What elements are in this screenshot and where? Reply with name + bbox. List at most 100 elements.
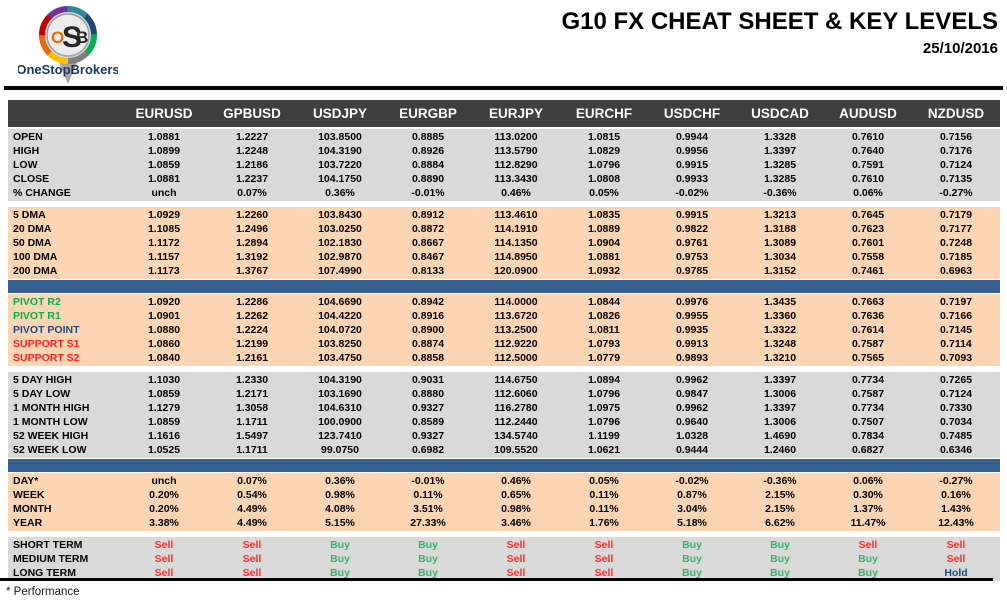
table-row-high: HIGH 1.0899 1.2248 104.3190 0.8926 113.5790 1.…	[8, 144, 1000, 158]
value-cell: 134.5740	[494, 430, 538, 442]
value-cell: 1.0525	[147, 444, 181, 456]
row-label: YEAR	[13, 517, 43, 529]
value-cell: 2.15%	[765, 489, 795, 501]
value-cell: 1.0859	[147, 159, 181, 171]
value-cell: 0.9915	[675, 209, 709, 221]
value-cell: 0.7565	[851, 352, 885, 364]
value-cell: 0.9847	[675, 388, 709, 400]
value-cell: 1.3435	[763, 296, 797, 308]
value-cell: 104.0720	[318, 324, 362, 336]
value-cell: unch	[151, 475, 177, 487]
value-cell: 1.3397	[763, 374, 797, 386]
value-cell: 0.8133	[411, 265, 445, 277]
value-cell: 1.0815	[587, 131, 621, 143]
value-cell: 1.0932	[587, 265, 621, 277]
value-cell: 0.7176	[939, 145, 973, 157]
value-cell: 120.0900	[494, 265, 538, 277]
signal-cell: Buy	[330, 553, 350, 565]
value-cell: 0.8890	[411, 173, 445, 185]
table-row-day-: DAY* unch 0.07% 0.36% -0.01% 0.46% 0.05% -0.02%…	[8, 474, 1000, 488]
value-cell: 1.0904	[587, 237, 621, 249]
value-cell: 0.9976	[675, 296, 709, 308]
value-cell: 0.6346	[939, 444, 973, 456]
pin-inner-circle	[46, 13, 90, 57]
value-cell: 2.15%	[765, 503, 795, 515]
row-label: 100 DMA	[13, 251, 58, 263]
signal-cell: Buy	[418, 553, 438, 565]
value-cell: 0.16%	[941, 489, 971, 501]
value-cell: 27.33%	[410, 517, 446, 529]
row-label: SUPPORT S2	[13, 352, 80, 364]
value-cell: 1.2330	[235, 374, 269, 386]
value-cell: 0.06%	[853, 187, 883, 199]
value-cell: 1.0880	[147, 324, 181, 336]
table-row-month: MONTH 0.20% 4.49% 4.08% 3.51% 0.98% 0.11% 3.04%…	[8, 502, 1000, 516]
value-cell: 113.6720	[494, 310, 538, 322]
value-cell: 1.3397	[763, 402, 797, 414]
value-cell: 0.65%	[501, 489, 531, 501]
column-header: USDCAD	[751, 106, 809, 121]
value-cell: -0.36%	[763, 475, 797, 487]
value-cell: 1.1616	[147, 430, 181, 442]
value-cell: 0.7185	[939, 251, 973, 263]
value-cell: 0.9933	[675, 173, 709, 185]
value-cell: 1.0829	[587, 145, 621, 157]
table-row-pivot-r1: PIVOT R1 1.0901 1.2262 104.4220 0.8916 113.67…	[8, 309, 1000, 323]
signal-cell: Buy	[418, 539, 438, 551]
value-cell: 1.2161	[235, 352, 269, 364]
row-label: MEDIUM TERM	[13, 553, 89, 565]
value-cell: 104.6310	[318, 402, 362, 414]
signal-cell: Buy	[682, 567, 702, 579]
value-cell: 1.1711	[236, 444, 268, 456]
value-cell: 0.8885	[411, 131, 445, 143]
value-cell: 1.0899	[147, 145, 181, 157]
value-cell: 4.08%	[325, 503, 355, 515]
value-cell: 0.9935	[675, 324, 709, 336]
table-row-pivot-r2: PIVOT R2 1.0920 1.2286 104.6690 0.8942 114.00…	[8, 295, 1000, 309]
value-cell: 0.98%	[325, 489, 355, 501]
value-cell: 3.46%	[501, 517, 531, 529]
row-label: 5 DAY LOW	[13, 388, 71, 400]
value-cell: 0.54%	[237, 489, 267, 501]
table-row-200-dma: 200 DMA 1.1173 1.3767 107.4990 0.8133 120.090…	[8, 264, 1000, 278]
value-cell: 4.49%	[237, 517, 267, 529]
value-cell: 1.3360	[763, 310, 797, 322]
value-cell: 1.2894	[235, 237, 269, 249]
value-cell: 114.1350	[494, 237, 538, 249]
onestopbrokers-logo: O S B OneStopBrokers	[16, 4, 120, 88]
value-cell: 1.1172	[148, 237, 180, 249]
value-cell: 0.7485	[939, 430, 973, 442]
value-cell: 1.2237	[235, 173, 269, 185]
value-cell: 112.6060	[494, 388, 538, 400]
value-cell: 1.0859	[147, 388, 181, 400]
row-label: DAY*	[13, 475, 39, 487]
value-cell: 112.8290	[494, 159, 538, 171]
pin-tail	[58, 60, 78, 84]
value-cell: 1.0975	[587, 402, 621, 414]
value-cell: 0.7734	[851, 374, 885, 386]
value-cell: 0.7177	[939, 223, 973, 235]
column-header: AUDUSD	[839, 106, 897, 121]
column-header: EURUSD	[135, 106, 193, 121]
table-row-pivot-point: PIVOT POINT 1.0880 1.2224 104.0720 0.8900 113…	[8, 323, 1000, 337]
value-cell: 0.05%	[589, 475, 619, 487]
table-row-5-day-low: 5 DAY LOW 1.0859 1.2171 103.1690 0.8880 112.6…	[8, 387, 1000, 401]
table-row-5-day-high: 5 DAY HIGH 1.1030 1.2330 104.3190 0.9031 114.…	[8, 373, 1000, 387]
value-cell: 102.1830	[318, 237, 362, 249]
value-cell: 0.7114	[940, 338, 972, 350]
table-row-52-week-high: 52 WEEK HIGH 1.1616 1.5497 123.7410 0.9327 13…	[8, 429, 1000, 443]
value-cell: 0.7248	[939, 237, 973, 249]
value-cell: 0.9956	[675, 145, 709, 157]
value-cell: 0.9327	[411, 430, 445, 442]
row-label: LOW	[13, 159, 38, 171]
signal-cell: Sell	[594, 567, 614, 579]
value-cell: 0.9640	[675, 416, 709, 428]
row-label: SUPPORT S1	[13, 338, 80, 350]
value-cell: 103.8500	[318, 131, 362, 143]
value-cell: 103.1690	[318, 388, 362, 400]
row-label: PIVOT R2	[13, 296, 61, 308]
value-cell: 1.3006	[763, 416, 797, 428]
value-cell: 1.3152	[763, 265, 797, 277]
value-cell: 102.9870	[318, 251, 362, 263]
